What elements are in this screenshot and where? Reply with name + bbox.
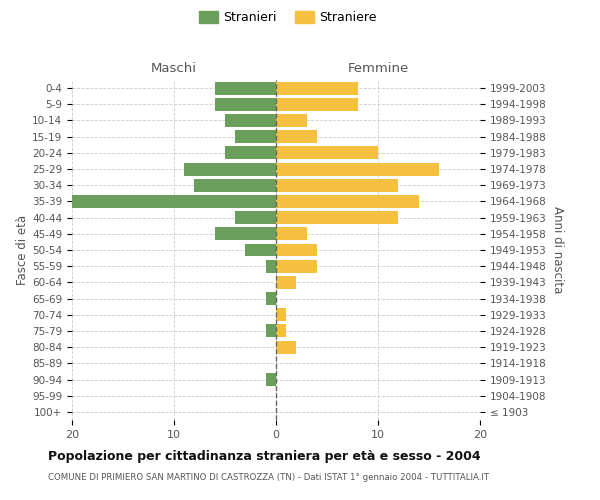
Bar [266, 292, 276, 305]
Y-axis label: Anni di nascita: Anni di nascita [551, 206, 563, 294]
Bar [266, 260, 276, 272]
Text: Femmine: Femmine [347, 62, 409, 75]
Text: Maschi: Maschi [151, 62, 197, 75]
Bar [276, 260, 317, 272]
Bar [215, 82, 276, 94]
Bar [235, 130, 276, 143]
Bar [184, 162, 276, 175]
Bar [245, 244, 276, 256]
Bar [215, 98, 276, 111]
Bar [276, 244, 317, 256]
Bar [72, 195, 276, 208]
Bar [276, 276, 296, 289]
Bar [194, 179, 276, 192]
Bar [225, 114, 276, 127]
Bar [215, 228, 276, 240]
Bar [276, 146, 378, 160]
Legend: Stranieri, Straniere: Stranieri, Straniere [194, 6, 382, 29]
Bar [276, 324, 286, 338]
Bar [276, 228, 307, 240]
Bar [276, 195, 419, 208]
Bar [266, 373, 276, 386]
Bar [276, 308, 286, 321]
Bar [266, 324, 276, 338]
Y-axis label: Fasce di età: Fasce di età [16, 215, 29, 285]
Bar [276, 114, 307, 127]
Bar [276, 130, 317, 143]
Bar [235, 211, 276, 224]
Bar [276, 211, 398, 224]
Text: Popolazione per cittadinanza straniera per età e sesso - 2004: Popolazione per cittadinanza straniera p… [48, 450, 481, 463]
Bar [276, 179, 398, 192]
Bar [276, 162, 439, 175]
Bar [276, 82, 358, 94]
Bar [276, 98, 358, 111]
Text: COMUNE DI PRIMIERO SAN MARTINO DI CASTROZZA (TN) - Dati ISTAT 1° gennaio 2004 - : COMUNE DI PRIMIERO SAN MARTINO DI CASTRO… [48, 472, 489, 482]
Bar [225, 146, 276, 160]
Bar [276, 340, 296, 353]
